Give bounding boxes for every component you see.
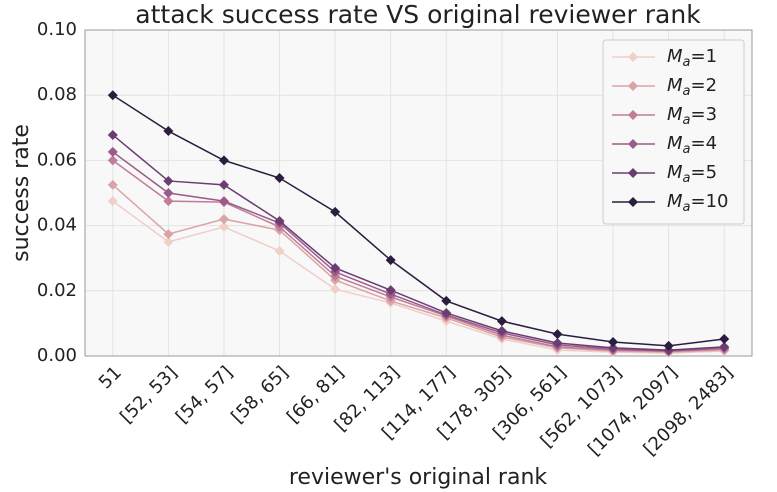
- point: [719, 334, 730, 345]
- legend-label: Ma=4: [667, 133, 717, 157]
- point: [218, 179, 229, 190]
- legend-label: Ma=5: [667, 162, 717, 186]
- legend-label: Ma=2: [667, 75, 717, 99]
- legend-label: Ma=3: [667, 104, 717, 128]
- x-tick-label: [58, 65]: [227, 362, 292, 427]
- point: [330, 206, 341, 217]
- y-axis-label: success rate: [9, 124, 34, 262]
- legend-label: Ma=10: [667, 191, 729, 215]
- point: [107, 196, 118, 207]
- point: [163, 229, 174, 240]
- x-tick-label: [54, 57]: [172, 362, 237, 427]
- point: [218, 221, 229, 232]
- point: [496, 316, 507, 327]
- series-line: [112, 200, 725, 354]
- plot-frame: [84, 29, 753, 357]
- point: [330, 262, 341, 273]
- point: [163, 126, 174, 137]
- point: [719, 341, 730, 352]
- point: [163, 236, 174, 247]
- series-line: [112, 94, 725, 347]
- x-tick-label: [52, 53]: [116, 362, 181, 427]
- y-tick-label: 0.00: [37, 345, 77, 366]
- series-line: [112, 151, 725, 352]
- chart-title: attack success rate VS original reviewer…: [135, 0, 701, 29]
- point: [163, 188, 174, 198]
- point: [441, 295, 452, 306]
- point: [608, 342, 619, 353]
- point: [274, 246, 285, 257]
- y-tick-label: 0.08: [37, 84, 77, 105]
- point: [330, 284, 341, 295]
- point: [274, 173, 285, 184]
- point: [385, 285, 396, 296]
- legend-marker: [628, 52, 638, 62]
- point: [496, 325, 507, 336]
- y-tick-label: 0.10: [37, 19, 77, 40]
- point: [107, 155, 118, 166]
- series-line: [112, 134, 725, 351]
- legend-marker: [628, 168, 638, 178]
- point: [218, 214, 229, 225]
- legend-marker: [628, 197, 638, 207]
- point: [163, 175, 174, 186]
- point: [274, 216, 285, 227]
- point: [608, 336, 619, 347]
- legend-marker: [628, 81, 638, 91]
- series-line: [112, 184, 725, 353]
- point: [663, 340, 674, 351]
- point: [107, 146, 118, 157]
- y-tick-label: 0.02: [37, 280, 77, 301]
- point: [163, 196, 174, 207]
- point: [107, 90, 118, 101]
- point: [552, 337, 563, 348]
- point: [441, 307, 452, 318]
- legend-marker: [628, 110, 638, 120]
- y-tick-label: 0.06: [37, 149, 77, 170]
- x-axis-label: reviewer's original rank: [289, 465, 548, 490]
- legend-label: Ma=1: [667, 46, 717, 70]
- y-tick-label: 0.04: [37, 215, 77, 236]
- point: [385, 255, 396, 266]
- point: [218, 155, 229, 166]
- x-tick-label: 51: [95, 362, 126, 393]
- legend-marker: [628, 139, 638, 149]
- point: [107, 179, 118, 190]
- point: [107, 129, 118, 140]
- point: [218, 196, 229, 207]
- series-line: [112, 159, 725, 352]
- point: [552, 329, 563, 340]
